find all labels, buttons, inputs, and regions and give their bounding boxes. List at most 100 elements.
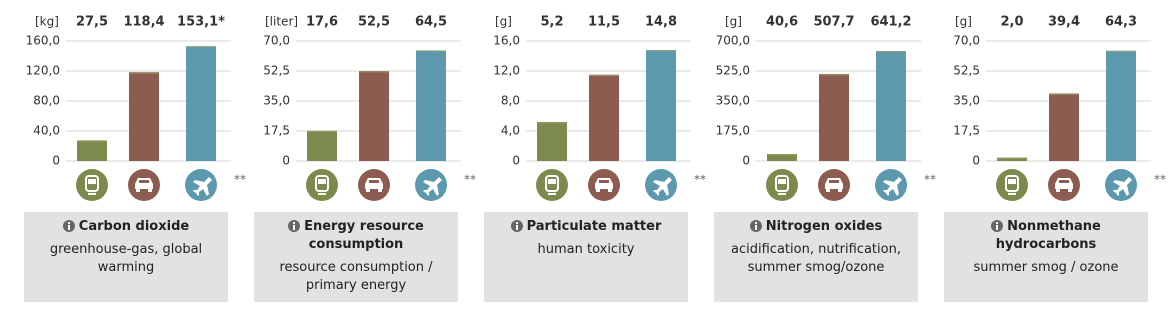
icon-shape (515, 225, 518, 230)
icon-shape (139, 180, 149, 183)
icon-shape (67, 221, 70, 225)
bar-cap (1049, 93, 1079, 95)
info-icon (62, 220, 75, 232)
icon-shape (366, 188, 370, 192)
unit-label: [g] (495, 15, 512, 29)
icon-shape (1008, 179, 1016, 184)
y-tick-label: 16,0 (493, 34, 520, 48)
icon-shape (1005, 175, 1019, 192)
value-label: 5,2 (540, 15, 563, 30)
y-tick-label: 80,0 (33, 94, 60, 108)
bar-cap (359, 71, 389, 73)
y-tick-label: 17,5 (953, 124, 980, 138)
icon-shape (996, 221, 999, 225)
bar (1049, 93, 1079, 161)
bar-cap (129, 72, 159, 74)
info-box: Carbon dioxide greenhouse-gas, global war… (24, 212, 228, 302)
y-tick-label: 0 (52, 154, 60, 168)
y-tick-label: 120,0 (26, 64, 60, 78)
bar-cap (767, 154, 797, 156)
icon-shape (599, 180, 609, 183)
y-tick-label: 0 (972, 154, 980, 168)
bar-cap (646, 50, 676, 52)
icon-shape (136, 188, 140, 192)
icon-shape (515, 221, 518, 225)
annotation: ** (1154, 173, 1166, 187)
y-tick-label: 52,5 (953, 64, 980, 78)
icon-shape (378, 188, 382, 192)
bar (589, 74, 619, 161)
info-icon (288, 220, 301, 232)
value-label: 64,3 (1105, 15, 1137, 30)
info-box: Particulate matter human toxicity (484, 212, 688, 302)
info-box: Nitrogen oxides acidification, nutrificat… (714, 212, 918, 302)
value-label: 17,6 (306, 15, 338, 30)
icon-shape (595, 178, 613, 189)
y-tick-label: 12,0 (493, 64, 520, 78)
value-label: 40,6 (766, 15, 798, 30)
mode-icon (306, 169, 338, 201)
bar-cap (416, 50, 446, 52)
value-label: 11,5 (588, 15, 620, 30)
icon-shape (754, 221, 757, 225)
icon-shape (653, 177, 672, 196)
bar (129, 72, 159, 161)
icon-shape (293, 225, 296, 230)
bar-cap (537, 122, 567, 124)
y-tick-label: 17,5 (263, 124, 290, 138)
info-subtitle: acidification, nutrification, summer smo… (731, 242, 901, 275)
unit-label: [kg] (35, 15, 59, 29)
bar-cap (307, 130, 337, 133)
y-tick-label: 160,0 (26, 34, 60, 48)
y-tick-label: 175,0 (716, 124, 750, 138)
icon-shape (365, 178, 383, 189)
icon-shape (778, 179, 786, 184)
y-tick-label: 35,0 (263, 94, 290, 108)
info-title: Particulate matter (488, 218, 684, 236)
info-title: Carbon dioxide (28, 218, 224, 236)
mode-icon (76, 169, 108, 201)
bar (819, 73, 849, 161)
bar-cap (819, 73, 849, 76)
info-title-text: Nonmethane hydrocarbons (995, 219, 1101, 252)
icon-shape (996, 225, 999, 230)
info-icon (991, 220, 1004, 232)
icon-shape (548, 179, 556, 184)
annotation: ** (924, 173, 936, 187)
info-title: Nitrogen oxides (718, 218, 914, 236)
y-tick-label: 70,0 (953, 34, 980, 48)
icon-shape (85, 175, 99, 192)
icon-shape (829, 180, 839, 183)
y-tick-label: 0 (512, 154, 520, 168)
icon-shape (1055, 178, 1073, 189)
y-tick-label: 0 (742, 154, 750, 168)
value-label: 641,2 (870, 15, 911, 30)
bar (307, 130, 337, 161)
y-tick-label: 350,0 (716, 94, 750, 108)
icon-shape (423, 177, 442, 196)
info-title-text: Energy resource consumption (304, 219, 424, 252)
y-tick-label: 525,0 (716, 64, 750, 78)
annotation: ** (464, 173, 476, 187)
icon-shape (826, 188, 830, 192)
mode-icon (996, 169, 1028, 201)
y-tick-label: 700,0 (716, 34, 750, 48)
info-subtitle: human toxicity (537, 242, 635, 257)
value-label: 27,5 (76, 15, 108, 30)
y-tick-label: 70,0 (263, 34, 290, 48)
info-subtitle: summer smog / ozone (973, 260, 1119, 275)
value-label: 2,0 (1000, 15, 1023, 30)
bar (997, 157, 1027, 161)
unit-label: [g] (725, 15, 742, 29)
y-tick-label: 52,5 (263, 64, 290, 78)
unit-label: [g] (955, 15, 972, 29)
icon-shape (1068, 188, 1072, 192)
value-label: 14,8 (645, 15, 677, 30)
icon-shape (838, 188, 842, 192)
info-title: Nonmethane hydrocarbons (948, 218, 1144, 254)
icon-shape (193, 177, 212, 196)
info-title-text: Nitrogen oxides (765, 219, 883, 234)
bar (186, 46, 216, 161)
icon-shape (775, 175, 789, 192)
